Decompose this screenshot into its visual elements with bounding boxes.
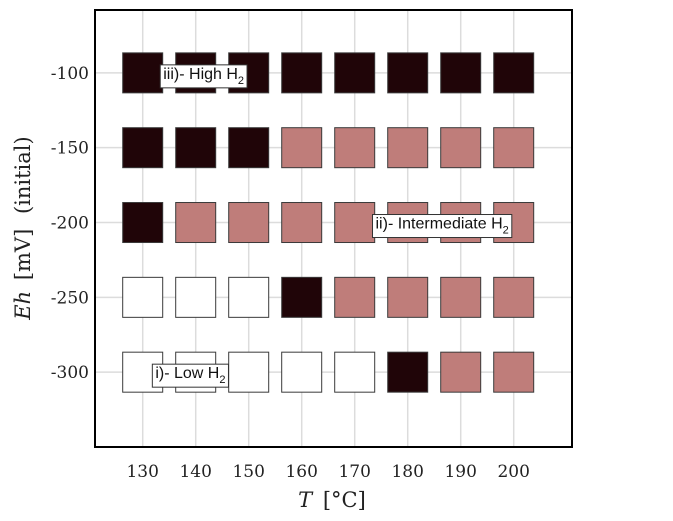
- annotation-main: ii)- Intermediate H: [376, 216, 503, 233]
- annotation-label: ii)- Intermediate H2: [376, 216, 509, 237]
- x-tick-label: 190: [444, 462, 476, 482]
- y-axis-suffix: (initial): [11, 136, 35, 214]
- heatmap-cell-high: [281, 276, 323, 318]
- heatmap-cell-low: [122, 276, 164, 318]
- heatmap-cell-intermediate: [334, 127, 376, 169]
- y-axis-variable: Eh: [11, 291, 35, 321]
- heatmap-cell-intermediate: [175, 202, 217, 244]
- heatmap-cell-low: [228, 351, 270, 393]
- heatmap-cell-intermediate: [387, 127, 429, 169]
- heatmap-cell-high: [122, 52, 164, 94]
- x-tick-label: 140: [179, 462, 211, 482]
- heatmap-cell-intermediate: [334, 276, 376, 318]
- annotation-box: [151, 363, 229, 388]
- annotation-main: iii)- High H: [163, 66, 238, 83]
- annotation-main: i)- Low H: [155, 365, 219, 382]
- heatmap-cell-low: [334, 351, 376, 393]
- annotation-label: iii)- High H2: [163, 66, 244, 87]
- heatmap-cell-intermediate: [387, 276, 429, 318]
- heatmap-cell-high: [175, 127, 217, 169]
- heatmap-cell-high: [281, 52, 323, 94]
- heatmap-cell-intermediate: [440, 127, 482, 169]
- annotation-high: iii)- High H2: [159, 64, 248, 89]
- heatmap-cell-intermediate: [228, 202, 270, 244]
- y-axis-title: Eh [mV] (initial): [11, 136, 35, 320]
- heatmap-cell-low: [281, 351, 323, 393]
- x-tick-label: 180: [391, 462, 423, 482]
- heatmap-cell-high: [387, 351, 429, 393]
- x-tick-label: 170: [338, 462, 370, 482]
- heatmap-cell-intermediate: [493, 276, 535, 318]
- heatmap-cell-high: [334, 52, 376, 94]
- x-tick-label: 200: [497, 462, 529, 482]
- x-axis-title: T [°C]: [298, 488, 366, 512]
- heatmap-cell-intermediate: [281, 127, 323, 169]
- heatmap-cell-low: [175, 276, 217, 318]
- heatmap-cell-intermediate: [493, 127, 535, 169]
- heatmap-cell-intermediate: [334, 202, 376, 244]
- annotation-low: i)- Low H2: [151, 363, 229, 388]
- annotation-subscript: 2: [503, 225, 509, 237]
- heatmap-cell-intermediate: [440, 276, 482, 318]
- heatmap-cell-intermediate: [493, 351, 535, 393]
- annotation-subscript: 2: [238, 75, 244, 87]
- y-tick-label: -200: [51, 214, 89, 234]
- annotation-label: i)- Low H2: [155, 365, 225, 386]
- heatmap-cell-high: [387, 52, 429, 94]
- x-tick-label: 150: [232, 462, 264, 482]
- heatmap-cells: [122, 52, 535, 393]
- heatmap-cell-intermediate: [440, 351, 482, 393]
- annotation-box: [159, 64, 248, 89]
- y-tick-label: -100: [51, 64, 89, 84]
- y-axis-ticks: -100 -150 -200 -250 -300: [51, 64, 89, 383]
- x-axis-unit: [°C]: [323, 488, 366, 512]
- heatmap-cell-low: [228, 276, 270, 318]
- annotation-box: [372, 214, 513, 239]
- heatmap-cell-high: [440, 52, 482, 94]
- heatmap-cell-high: [122, 127, 164, 169]
- annotation-subscript: 2: [219, 374, 225, 386]
- x-axis-variable: T: [298, 488, 314, 512]
- heatmap-cell-high: [122, 202, 164, 244]
- x-tick-label: 160: [285, 462, 317, 482]
- y-tick-label: -300: [51, 363, 89, 383]
- x-tick-label: 130: [126, 462, 158, 482]
- heatmap-cell-high: [493, 52, 535, 94]
- y-tick-label: -250: [51, 288, 89, 308]
- annotation-intermediate: ii)- Intermediate H2: [372, 214, 513, 239]
- y-tick-label: -150: [51, 139, 89, 159]
- heatmap-cell-intermediate: [281, 202, 323, 244]
- heatmap-cell-high: [228, 127, 270, 169]
- y-axis-unit: [mV]: [11, 229, 35, 280]
- plot-frame: [94, 9, 573, 448]
- x-axis-ticks: 130 140 150 160 170 180 190 200: [126, 462, 529, 482]
